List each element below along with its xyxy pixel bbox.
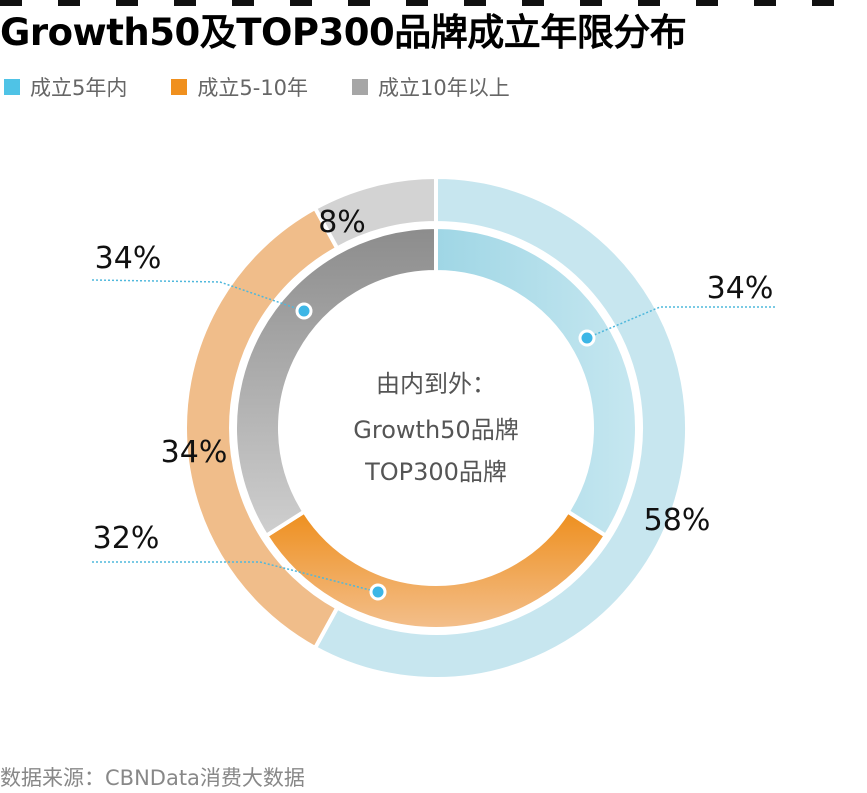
leader-dot-5to10 xyxy=(369,583,387,601)
leader-line-over10 xyxy=(91,279,305,312)
label-inner-over10: 34% xyxy=(95,241,162,276)
center-text-line1: 由内到外： xyxy=(376,370,496,398)
leader-dot-over10 xyxy=(295,302,313,320)
legend-item-5to10: 成立5-10年 xyxy=(171,72,308,102)
legend: 成立5年内 成立5-10年 成立10年以上 xyxy=(4,72,510,102)
leader-line-5to10 xyxy=(92,561,379,593)
top-divider xyxy=(0,0,867,6)
legend-swatch xyxy=(171,79,188,95)
legend-item-under5: 成立5年内 xyxy=(4,72,127,102)
label-inner-5to10: 32% xyxy=(93,521,160,556)
leader-dot-under5 xyxy=(578,329,596,347)
label-inner-under5: 34% xyxy=(707,271,774,306)
label-outer-under5: 58% xyxy=(644,503,711,538)
chart-title: Growth50及TOP300品牌成立年限分布 xyxy=(0,11,687,54)
label-outer-5to10: 34% xyxy=(161,435,228,470)
legend-swatch xyxy=(352,79,369,95)
legend-swatch xyxy=(4,79,20,95)
label-outer-over10: 8% xyxy=(318,205,366,240)
source-note: 数据来源：CBNData消费大数据 xyxy=(0,766,305,790)
legend-label: 成立10年以上 xyxy=(378,76,510,100)
center-text-line3: TOP300品牌 xyxy=(364,458,507,486)
outer-slice-under5 xyxy=(312,174,689,681)
legend-label: 成立5年内 xyxy=(30,76,128,100)
legend-label: 成立5-10年 xyxy=(197,76,309,100)
legend-item-over10: 成立10年以上 xyxy=(352,72,510,102)
outer-slice-over10 xyxy=(312,174,438,252)
center-text-line2: Growth50品牌 xyxy=(353,416,518,444)
